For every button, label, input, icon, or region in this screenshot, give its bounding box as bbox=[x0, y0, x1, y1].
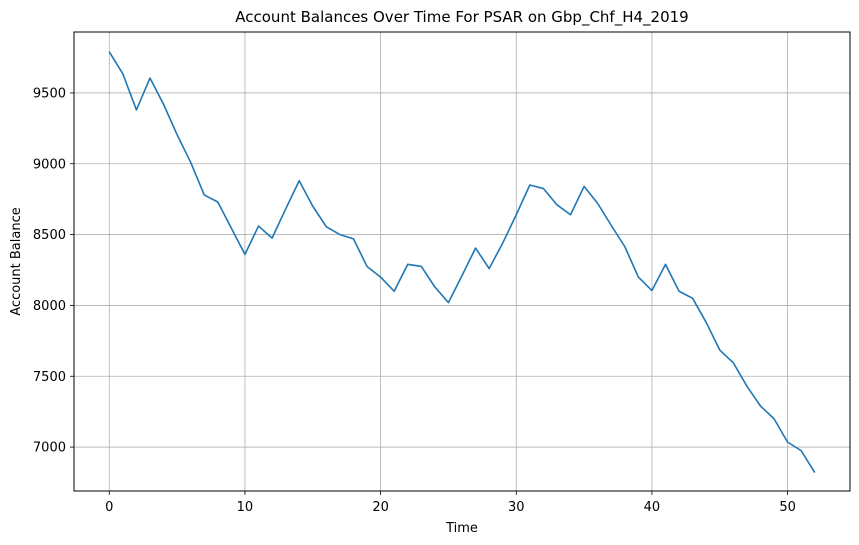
y-tick-label: 8000 bbox=[33, 299, 66, 314]
x-tick-label: 50 bbox=[779, 500, 796, 515]
x-tick-label: 0 bbox=[105, 500, 113, 515]
series-group bbox=[108, 51, 816, 474]
x-tick-label: 10 bbox=[237, 500, 254, 515]
axis-ticks: 0 10 20 30 40 50 7000 7500 8000 8500 9000 9500 bbox=[33, 86, 796, 515]
y-tick-label: 7500 bbox=[33, 370, 66, 385]
plot-frame bbox=[73, 31, 851, 492]
y-tick-label: 8500 bbox=[33, 228, 66, 243]
series-line bbox=[108, 51, 816, 474]
y-tick-label: 9000 bbox=[33, 157, 66, 172]
x-tick-label: 40 bbox=[644, 500, 661, 515]
x-axis-label: Time bbox=[445, 521, 478, 536]
chart-title: Account Balances Over Time For PSAR on G… bbox=[235, 8, 688, 27]
x-tick-label: 20 bbox=[372, 500, 389, 515]
x-tick-label: 30 bbox=[508, 500, 525, 515]
grid-lines bbox=[74, 32, 850, 491]
y-tick-label: 9500 bbox=[33, 86, 66, 101]
y-tick-label: 7000 bbox=[33, 441, 66, 456]
y-axis-label: Account Balance bbox=[9, 207, 24, 315]
